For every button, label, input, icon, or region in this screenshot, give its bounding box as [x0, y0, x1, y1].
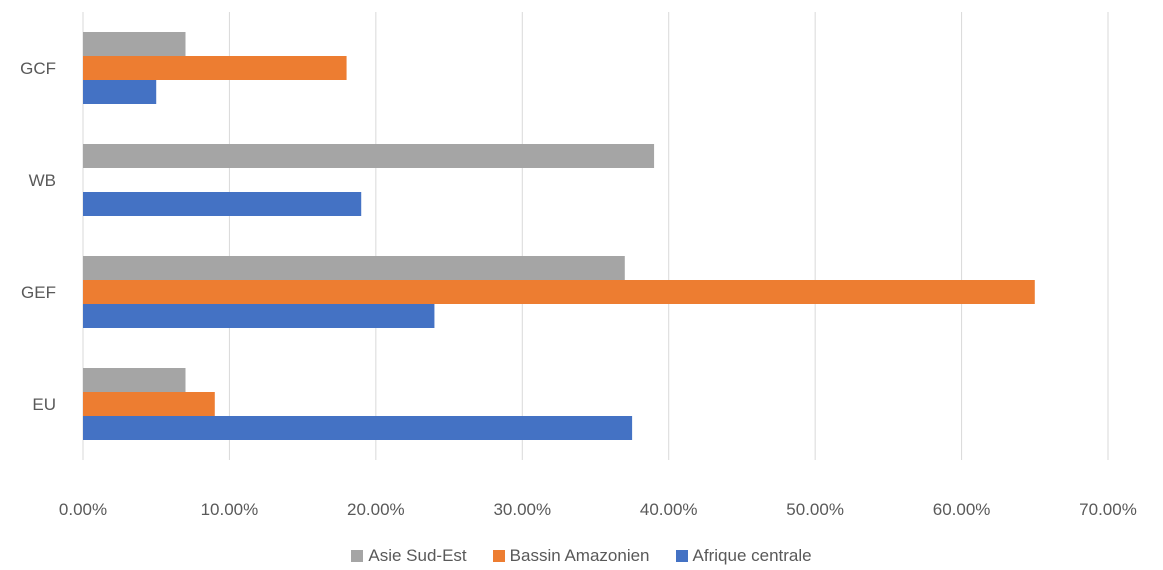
- legend-swatch-asie-sud-est: [351, 550, 364, 562]
- legend-label-afrique-centrale: Afrique centrale: [692, 546, 812, 565]
- x-tick-label: 0.00%: [59, 500, 107, 519]
- x-tick-label: 10.00%: [201, 500, 259, 519]
- legend: Asie Sud-Est Bassin Amazonien Afrique ce…: [0, 546, 1163, 566]
- x-tick-label: 40.00%: [640, 500, 698, 519]
- legend-item-bassin-amazonien: Bassin Amazonien: [492, 546, 650, 566]
- legend-swatch-afrique-centrale: [675, 550, 688, 562]
- legend-label-bassin-amazonien: Bassin Amazonien: [509, 546, 650, 565]
- bar-chart: 0.00% 10.00% 20.00% 30.00% 40.00% 50.00% 60.00…: [20, 12, 1137, 519]
- bar-eu-afrique-centrale: [83, 416, 633, 440]
- category-label: WB: [29, 171, 56, 190]
- bar-gef-asie-sud-est: [83, 256, 625, 280]
- legend-label-asie-sud-est: Asie Sud-Est: [368, 546, 467, 565]
- x-tick-label: 50.00%: [786, 500, 844, 519]
- category-label: EU: [32, 395, 56, 414]
- x-tick-label: 60.00%: [933, 500, 991, 519]
- x-tick-label: 20.00%: [347, 500, 405, 519]
- bar-wb-asie-sud-est: [83, 144, 655, 168]
- x-tick-label: 30.00%: [493, 500, 551, 519]
- legend-item-afrique-centrale: Afrique centrale: [675, 546, 812, 566]
- bar-eu-asie-sud-est: [83, 368, 186, 392]
- bar-wb-afrique-centrale: [83, 192, 362, 216]
- x-tick-label: 70.00%: [1079, 500, 1137, 519]
- legend-swatch-bassin-amazonien: [492, 550, 505, 562]
- bar-gcf-asie-sud-est: [83, 32, 186, 56]
- bar-gef-bassin-amazonien: [83, 280, 1035, 304]
- legend-item-asie-sud-est: Asie Sud-Est: [351, 546, 467, 566]
- category-label: GCF: [20, 59, 56, 78]
- bar-eu-bassin-amazonien: [83, 392, 215, 416]
- category-label: GEF: [21, 283, 56, 302]
- bar-gcf-bassin-amazonien: [83, 56, 347, 80]
- bar-gcf-afrique-centrale: [83, 80, 157, 104]
- bar-gef-afrique-centrale: [83, 304, 435, 328]
